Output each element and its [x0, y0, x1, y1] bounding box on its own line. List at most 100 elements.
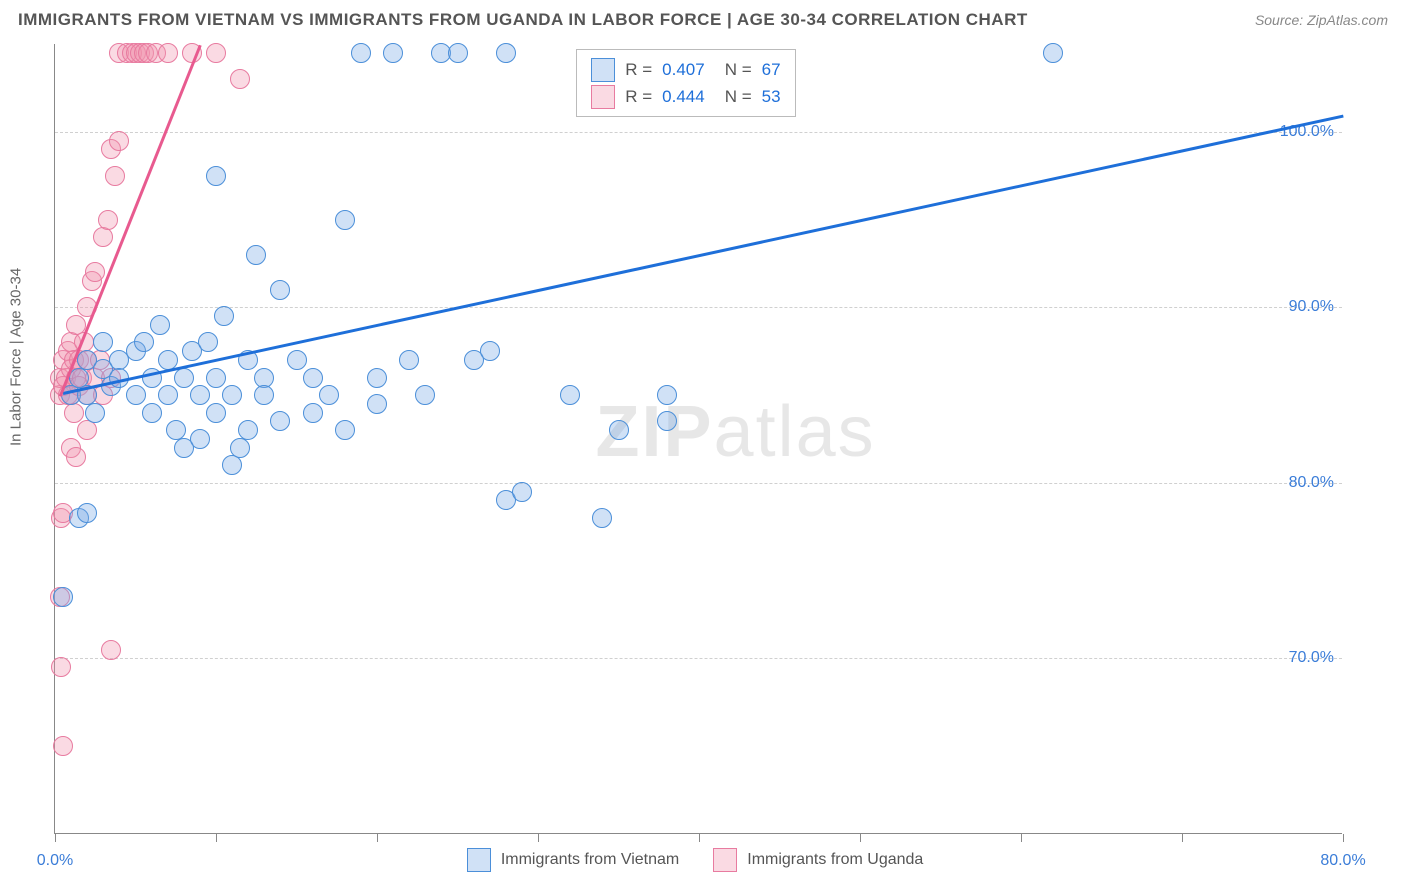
x-tick-mark	[1182, 834, 1183, 842]
data-point	[77, 420, 97, 440]
y-axis-title: In Labor Force | Age 30-34	[8, 268, 25, 446]
data-point	[206, 166, 226, 186]
data-point	[560, 385, 580, 405]
legend-swatch-icon	[713, 848, 737, 872]
gridline-horizontal	[55, 307, 1342, 308]
legend-series-label: Immigrants from Uganda	[747, 851, 923, 869]
legend-swatch-icon	[467, 848, 491, 872]
data-point	[101, 640, 121, 660]
legend-swatch-icon	[591, 58, 615, 82]
data-point	[214, 306, 234, 326]
data-point	[657, 385, 677, 405]
data-point	[367, 368, 387, 388]
data-point	[367, 394, 387, 414]
data-point	[230, 69, 250, 89]
x-tick-mark	[1343, 834, 1344, 842]
data-point	[134, 332, 154, 352]
data-point	[480, 341, 500, 361]
legend-n-label: N =	[725, 56, 752, 83]
data-point	[190, 385, 210, 405]
data-point	[64, 403, 84, 423]
correlation-legend: R = 0.407 N = 67 R = 0.444 N = 53	[576, 49, 795, 117]
data-point	[150, 315, 170, 335]
legend-r-label: R =	[625, 56, 652, 83]
x-tick-mark	[377, 834, 378, 842]
x-tick-mark	[1021, 834, 1022, 842]
data-point	[109, 131, 129, 151]
data-point	[415, 385, 435, 405]
gridline-horizontal	[55, 658, 1342, 659]
data-point	[53, 587, 73, 607]
y-tick-label: 90.0%	[1289, 298, 1334, 316]
data-point	[1043, 43, 1063, 63]
data-point	[190, 429, 210, 449]
data-point	[383, 43, 403, 63]
data-point	[270, 411, 290, 431]
y-tick-label: 70.0%	[1289, 649, 1334, 667]
data-point	[206, 43, 226, 63]
watermark: ZIPatlas	[596, 391, 876, 473]
data-point	[238, 420, 258, 440]
data-point	[657, 411, 677, 431]
data-point	[98, 210, 118, 230]
legend-row: R = 0.407 N = 67	[591, 56, 780, 83]
gridline-horizontal	[55, 483, 1342, 484]
legend-r-value: 0.444	[662, 83, 705, 110]
data-point	[303, 368, 323, 388]
data-point	[174, 368, 194, 388]
legend-series-label: Immigrants from Vietnam	[501, 851, 679, 869]
legend-n-label: N =	[725, 83, 752, 110]
data-point	[206, 403, 226, 423]
scatter-plot-area: ZIPatlas 70.0%80.0%90.0%100.0%0.0%80.0%R…	[54, 44, 1342, 834]
x-tick-mark	[216, 834, 217, 842]
x-tick-label: 80.0%	[1320, 852, 1365, 870]
data-point	[399, 350, 419, 370]
x-tick-label: 0.0%	[37, 852, 73, 870]
legend-row: R = 0.444 N = 53	[591, 83, 780, 110]
data-point	[93, 227, 113, 247]
x-tick-mark	[538, 834, 539, 842]
legend-swatch-icon	[591, 85, 615, 109]
data-point	[158, 385, 178, 405]
legend-n-value: 53	[762, 83, 781, 110]
data-point	[609, 420, 629, 440]
data-point	[303, 403, 323, 423]
x-tick-mark	[860, 834, 861, 842]
data-point	[230, 438, 250, 458]
data-point	[254, 385, 274, 405]
data-point	[222, 385, 242, 405]
x-tick-mark	[55, 834, 56, 842]
legend-r-label: R =	[625, 83, 652, 110]
y-tick-label: 80.0%	[1289, 474, 1334, 492]
gridline-horizontal	[55, 132, 1342, 133]
data-point	[158, 43, 178, 63]
data-point	[51, 657, 71, 677]
data-point	[351, 43, 371, 63]
data-point	[592, 508, 612, 528]
data-point	[198, 332, 218, 352]
series-legend: Immigrants from Vietnam Immigrants from U…	[467, 848, 947, 872]
data-point	[142, 403, 162, 423]
legend-r-value: 0.407	[662, 56, 705, 83]
data-point	[287, 350, 307, 370]
data-point	[496, 43, 516, 63]
source-attribution: Source: ZipAtlas.com	[1255, 12, 1388, 28]
data-point	[512, 482, 532, 502]
data-point	[66, 447, 86, 467]
data-point	[335, 210, 355, 230]
data-point	[335, 420, 355, 440]
data-point	[85, 403, 105, 423]
data-point	[77, 503, 97, 523]
data-point	[246, 245, 266, 265]
legend-n-value: 67	[762, 56, 781, 83]
data-point	[270, 280, 290, 300]
data-point	[93, 332, 113, 352]
data-point	[448, 43, 468, 63]
data-point	[126, 385, 146, 405]
data-point	[85, 262, 105, 282]
data-point	[53, 736, 73, 756]
data-point	[319, 385, 339, 405]
data-point	[222, 455, 242, 475]
data-point	[105, 166, 125, 186]
data-point	[206, 368, 226, 388]
